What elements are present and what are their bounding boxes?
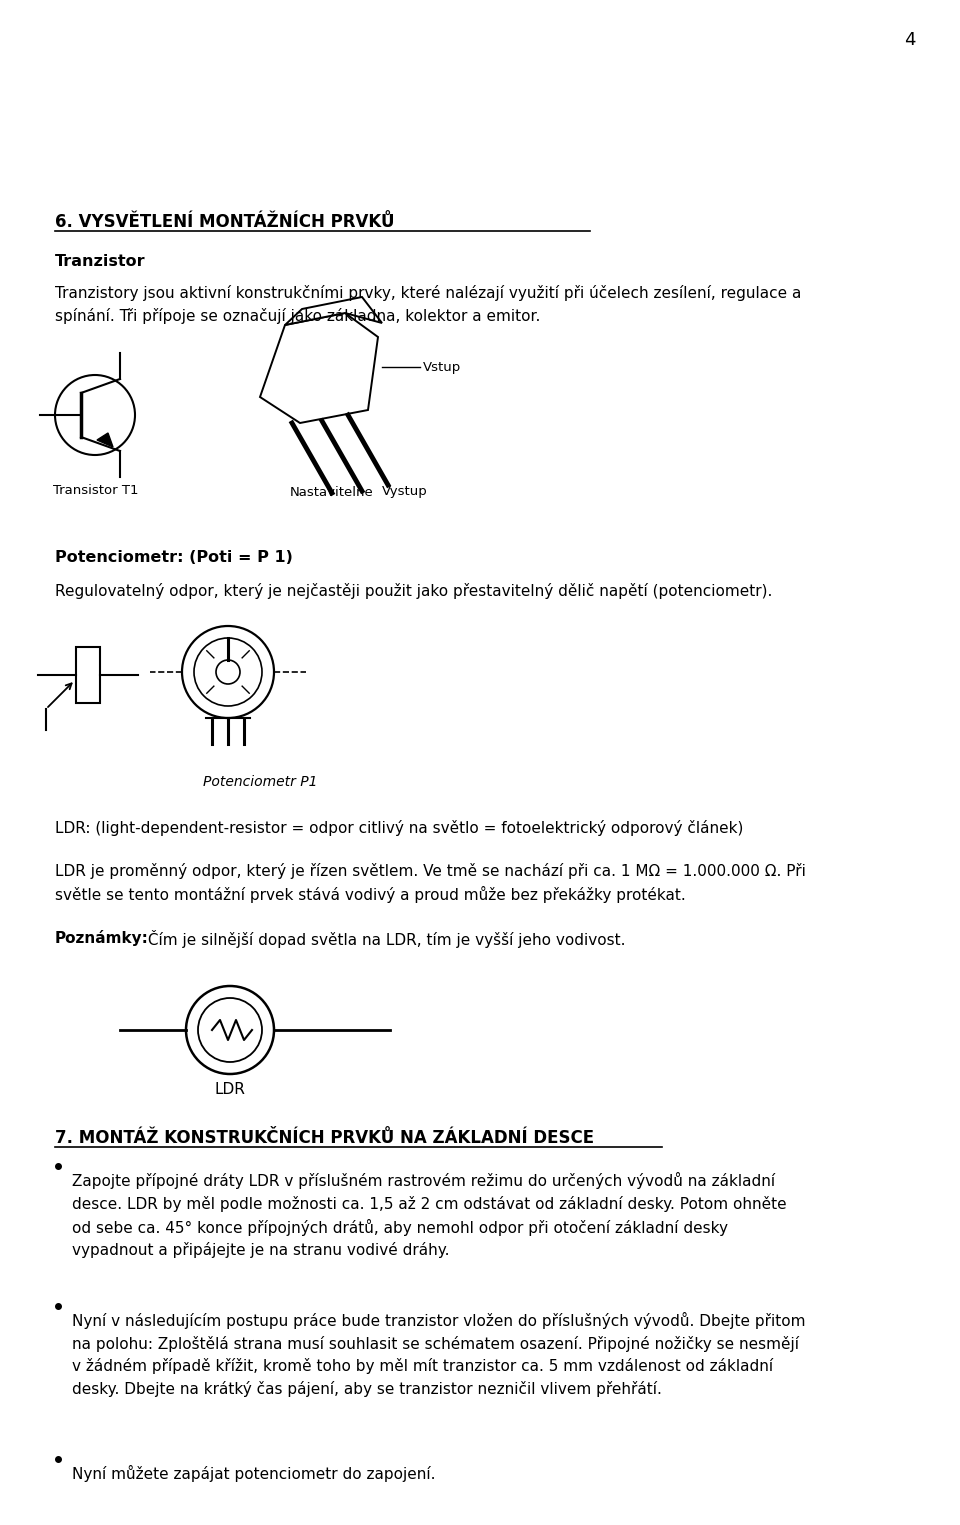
Text: LDR: LDR [215,1083,246,1098]
Text: 4: 4 [904,30,916,49]
Text: Nyní v následujícím postupu práce bude tranzistor vložen do příslušných vývodů. : Nyní v následujícím postupu práce bude t… [72,1312,805,1397]
Polygon shape [285,297,382,325]
Polygon shape [97,433,113,447]
Polygon shape [260,313,378,422]
Bar [76,647,100,703]
Text: Potenciometr: (Poti = P 1): Potenciometr: (Poti = P 1) [55,551,293,566]
Text: LDR: (light-dependent-resistor = odpor citlivý na světlo = fotoelektrický odporo: LDR: (light-dependent-resistor = odpor c… [55,820,743,836]
Text: Čím je silnější dopad světla na LDR, tím je vyšší jeho vodivost.: Čím je silnější dopad světla na LDR, tím… [143,930,626,949]
Text: Zapojte přípojné dráty LDR v příslušném rastrovém režimu do určených vývodů na z: Zapojte přípojné dráty LDR v příslušném … [72,1173,786,1258]
Text: Potenciometr P1: Potenciometr P1 [203,775,318,788]
Text: Poznámky:: Poznámky: [55,930,149,946]
Text: Regulovatelný odpor, který je nejčastěji použit jako přestavitelný dělič napětí : Regulovatelný odpor, který je nejčastěji… [55,583,773,599]
Text: Transistor T1: Transistor T1 [53,483,138,497]
Text: LDR je proměnný odpor, který je řízen světlem. Ve tmě se nachází při ca. 1 MΩ = : LDR je proměnný odpor, který je řízen sv… [55,863,805,903]
Text: 7. MONTÁŽ KONSTRUKČNÍCH PRVKŮ NA ZÁKLADNÍ DESCE: 7. MONTÁŽ KONSTRUKČNÍCH PRVKŮ NA ZÁKLADN… [55,1128,594,1147]
Text: 6. VYSVĚTLENÍ MONTÁŽNÍCH PRVKŮ: 6. VYSVĚTLENÍ MONTÁŽNÍCH PRVKŮ [55,214,395,230]
Text: Tranzistor: Tranzistor [55,255,146,270]
Text: Nyní můžete zapájat potenciometr do zapojení.: Nyní můžete zapájat potenciometr do zapo… [72,1466,436,1482]
Text: Nastavitelne: Nastavitelne [290,485,373,499]
Text: Vystup: Vystup [382,485,428,499]
Text: Vstup: Vstup [423,360,461,374]
Text: Tranzistory jsou aktivní konstrukčními prvky, které nalézají využití při účelech: Tranzistory jsou aktivní konstrukčními p… [55,285,802,323]
